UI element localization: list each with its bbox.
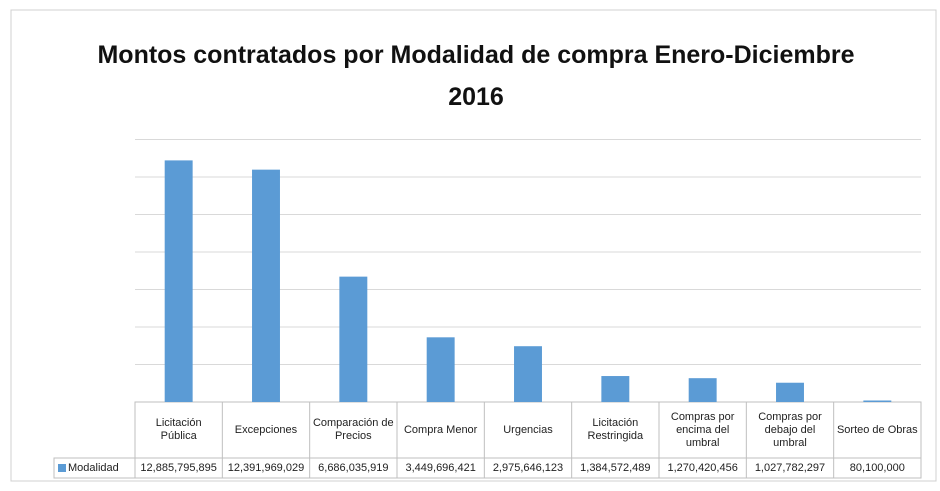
legend-swatch [58, 464, 66, 472]
category-label: Comparación de Precios [312, 417, 394, 442]
value-label: 12,885,795,895 [140, 461, 217, 474]
bar [601, 376, 630, 402]
table-border [53, 457, 922, 479]
value-label: 1,384,572,489 [580, 461, 651, 474]
category-label: Licitación Pública [155, 417, 202, 442]
value-label: 12,391,969,029 [227, 461, 305, 474]
bar [339, 276, 368, 402]
category-label: Urgencias [503, 423, 553, 436]
bar [426, 337, 455, 402]
value-label: 1,270,420,456 [667, 461, 738, 474]
legend-label: Modalidad [68, 461, 119, 474]
chart-title: Montos contratados por Modalidad de comp… [97, 41, 855, 111]
value-label: 1,027,782,297 [754, 461, 826, 474]
bar [164, 160, 193, 402]
category-label: Compras por encima del umbral [670, 410, 735, 449]
value-label: 80,100,000 [849, 461, 905, 474]
category-label: Sorteo de Obras [836, 423, 918, 436]
value-label: 3,449,696,421 [405, 461, 476, 474]
category-label: Compras por debajo del umbral [758, 410, 822, 449]
value-label: 6,686,035,919 [318, 461, 389, 474]
category-label: Compra Menor [403, 423, 478, 436]
bar [776, 382, 804, 402]
bar [514, 346, 542, 402]
category-label: Licitación Restringida [587, 417, 644, 442]
bar [252, 169, 280, 402]
bar [688, 378, 717, 402]
bar [863, 400, 892, 402]
value-label: 2,975,646,123 [492, 461, 564, 474]
category-label: Excepciones [234, 423, 298, 436]
